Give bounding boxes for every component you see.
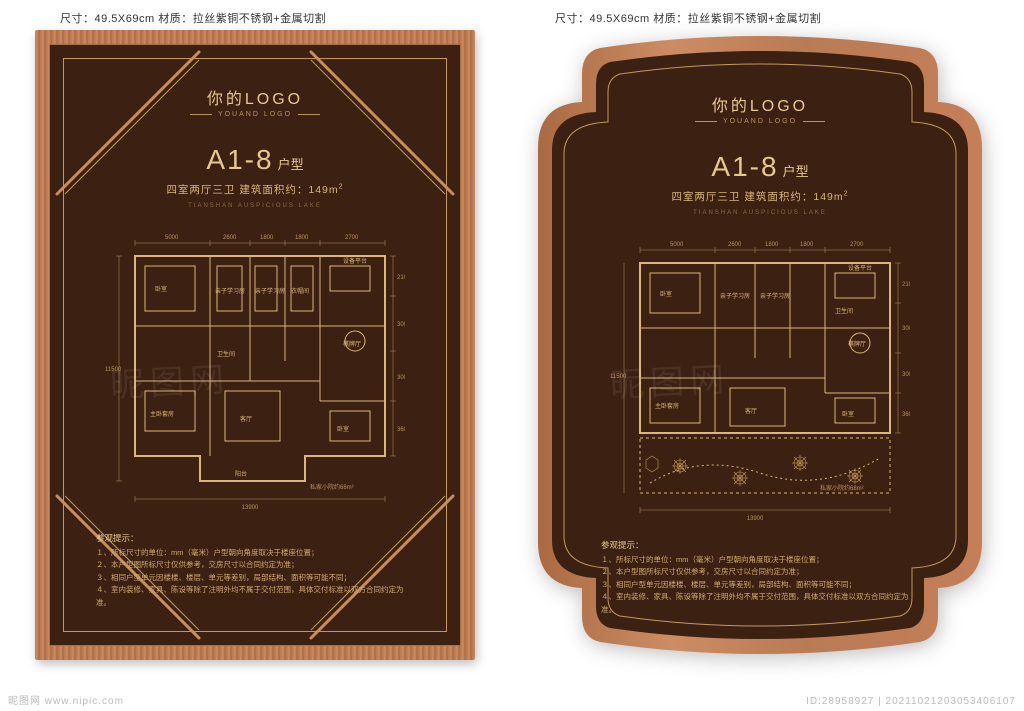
room-3: 亲子学习房: [255, 287, 285, 295]
note-1: １、所标尺寸的单位：mm（毫米）户型朝向角度取决于楼座位置；: [96, 547, 414, 559]
note-3: ３、相同户型单元因楼楼、楼层、单元等差别，局部结构、面积等可能不同；: [601, 579, 919, 591]
note-4: ４、室内装修、家具、陈设等除了注明外均不属于交付范围，具体交付标准以双方合同约定…: [96, 584, 414, 609]
room-5: 卫生间: [835, 307, 853, 315]
note-1: １、所标尺寸的单位：mm（毫米）户型朝向角度取决于楼座位置；: [601, 554, 919, 566]
dim-r-1: 3000: [397, 322, 405, 328]
dim-r-0: 2100: [397, 275, 405, 281]
sign-left: 你的LOGO YOUAND LOGO A1-8户型 四室两厅三卫 建筑面积约：1…: [35, 30, 475, 660]
unit-area: 149: [308, 184, 329, 196]
logo-cn: 你的LOGO: [90, 85, 420, 109]
latin-line: TIANSHAN AUSPICIOUS LAKE: [90, 203, 420, 209]
floor-plan: 5000 2600 1800 1800 2700 2100 3000 3000 …: [105, 231, 405, 521]
dim-overall-h: 11500: [105, 367, 122, 373]
room-0: 设备平台: [848, 264, 872, 272]
notes-title: 参观提示：: [96, 531, 414, 545]
content-left: 你的LOGO YOUAND LOGO A1-8户型 四室两厅三卫 建筑面积约：1…: [90, 85, 420, 609]
note-3: ３、相同户型单元因楼楼、楼层、单元等差别，局部结构、面积等可能不同；: [96, 572, 414, 584]
logo-cn: 你的LOGO: [595, 92, 925, 116]
note-2: ２、本户型图所标尺寸仅供参考，交房尺寸以合同约定为准；: [96, 559, 414, 571]
dim-top-4: 2700: [345, 235, 359, 241]
room-1: 棋牌厅: [848, 340, 866, 348]
size-caption-left: 尺寸：49.5X69cm 材质：拉丝紫铜不锈钢+金属切割: [60, 10, 326, 26]
dim-top-0: 5000: [165, 235, 179, 241]
unit-suffix: 户型: [278, 157, 304, 172]
note-4: ４、室内装修、家具、陈设等除了注明外均不属于交付范围，具体交付标准以双方合同约定…: [601, 591, 919, 616]
garden-note: 私家小院约68m²: [820, 484, 864, 492]
dim-top-4: 2700: [850, 242, 864, 248]
dim-overall-w: 13900: [747, 516, 764, 522]
room-2: 亲子学习房: [720, 292, 750, 300]
dim-top-2: 1800: [765, 242, 779, 248]
room-2: 亲子学习房: [215, 287, 245, 295]
unit-code: A1-8: [711, 151, 778, 183]
footer-watermark-right: ID:28958927 | 20211021203053406107: [806, 696, 1016, 707]
room-7: 主卧套房: [655, 402, 679, 410]
dim-r-3: 3600: [397, 427, 405, 433]
unit-code: A1-8: [206, 144, 273, 176]
dim-top-3: 1800: [295, 235, 309, 241]
floor-plan: 5000 2600 1800 1800 2700 2100 3000 3000 …: [610, 238, 910, 528]
size-caption-right: 尺寸：49.5X69cm 材质：拉丝紫铜不锈钢+金属切割: [555, 10, 821, 26]
dim-top-1: 2600: [728, 242, 742, 248]
latin-line: TIANSHAN AUSPICIOUS LAKE: [595, 210, 925, 216]
logo-en: YOUAND LOGO: [595, 118, 925, 125]
notes: 参观提示： １、所标尺寸的单位：mm（毫米）户型朝向角度取决于楼座位置； ２、本…: [90, 531, 420, 609]
dim-top-1: 2600: [223, 235, 237, 241]
room-7: 主卧套房: [150, 410, 174, 418]
dim-r-2: 3000: [902, 372, 910, 378]
room-6: 客厅: [745, 407, 757, 415]
room-1: 棋牌厅: [343, 340, 361, 348]
logo-en: YOUAND LOGO: [90, 111, 420, 118]
unit-subtitle: 四室两厅三卫 建筑面积约：149m2: [90, 182, 420, 197]
room-10: 卧室: [660, 290, 672, 298]
room-5: 卫生间: [217, 350, 235, 358]
unit-suffix: 户型: [783, 164, 809, 179]
dim-overall-w: 13900: [242, 505, 259, 511]
unit-area-unit: m: [329, 184, 339, 196]
unit-area: 149: [813, 191, 834, 203]
room-6: 客厅: [240, 415, 252, 423]
room-10: 卧室: [155, 285, 167, 293]
unit-heading: A1-8 户型: [595, 151, 925, 183]
room-0: 设备平台: [343, 257, 367, 265]
dim-r-1: 3000: [902, 326, 910, 332]
room-8: 卧室: [842, 410, 854, 418]
room-4: 衣帽间: [291, 287, 309, 295]
content-right: 你的LOGO YOUAND LOGO A1-8户型 四室两厅三卫 建筑面积约：1…: [595, 92, 925, 616]
unit-area-unit: m: [834, 191, 844, 203]
notes-title: 参观提示：: [601, 538, 919, 552]
room-9: 阳台: [235, 470, 247, 478]
dim-top-2: 1800: [260, 235, 274, 241]
dim-overall-h: 11500: [610, 374, 627, 380]
dim-top-3: 1800: [800, 242, 814, 248]
unit-sub-prefix: 四室两厅三卫 建筑面积约：: [671, 191, 813, 203]
dim-r-3: 3600: [902, 412, 910, 418]
footer-watermark-left: 昵图网 www.nipic.com: [8, 692, 124, 707]
room-8: 卧室: [337, 425, 349, 433]
unit-subtitle: 四室两厅三卫 建筑面积约：149m2: [595, 189, 925, 204]
notes: 参观提示： １、所标尺寸的单位：mm（毫米）户型朝向角度取决于楼座位置； ２、本…: [595, 538, 925, 616]
unit-sub-prefix: 四室两厅三卫 建筑面积约：: [166, 184, 308, 196]
unit-heading: A1-8 户型: [90, 144, 420, 176]
note-2: ２、本户型图所标尺寸仅供参考，交房尺寸以合同约定为准；: [601, 566, 919, 578]
dim-r-2: 3000: [397, 375, 405, 381]
room-3: 亲子学习房: [760, 292, 790, 300]
dim-r-0: 2100: [902, 282, 910, 288]
garden-note: 私家小院约68m²: [310, 483, 354, 491]
dim-top-0: 5000: [670, 242, 684, 248]
sign-right: 你的LOGO YOUAND LOGO A1-8户型 四室两厅三卫 建筑面积约：1…: [530, 30, 990, 660]
